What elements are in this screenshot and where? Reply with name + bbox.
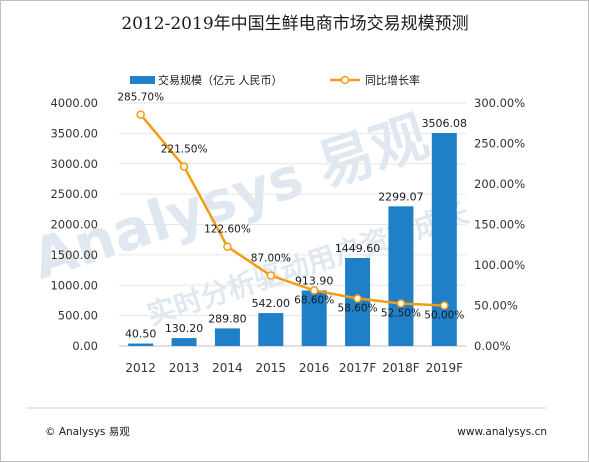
legend-line-marker xyxy=(340,75,350,85)
bar xyxy=(431,133,457,346)
x-category-label: 2015 xyxy=(256,361,287,375)
bar-value-label: 40.50 xyxy=(125,328,157,341)
bar-value-label: 289.80 xyxy=(208,312,247,325)
footer-left: © Analysys 易观 xyxy=(45,426,130,438)
bar-value-label: 2299.07 xyxy=(378,190,424,203)
legend: 交易规模（亿元 人民币） 同比增长率 xyxy=(130,73,420,87)
left-axis-tick-label: 2000.00 xyxy=(50,218,98,232)
x-axis-labels: 2012 2013 2014 2015 2016 2017F 2018F 2019F xyxy=(125,361,463,375)
rate-labels: 285.70%221.50%122.60%87.00%68.60%58.60% 5… xyxy=(117,92,464,322)
growth-point xyxy=(440,301,449,310)
x-category-label: 2018F xyxy=(382,361,420,375)
growth-line-path xyxy=(139,113,445,307)
rate-value-label: 50.00% xyxy=(424,310,464,322)
growth-line xyxy=(136,110,449,310)
bar-value-label: 542.00 xyxy=(252,297,291,310)
left-axis-ticks: 0.00 500.00 1000.00 1500.00 2000.00 2500.00 30… xyxy=(50,96,98,353)
rate-value-label: 68.60% xyxy=(294,294,334,306)
x-category-label: 2014 xyxy=(212,361,243,375)
right-axis-tick-label: 50.00% xyxy=(474,299,518,313)
bar xyxy=(171,338,197,346)
bar-value-label: 130.20 xyxy=(165,322,204,335)
footer-right: www.analysys.cn xyxy=(457,426,547,438)
bar-value-label: 3506.08 xyxy=(422,117,468,130)
left-axis-tick-label: 1500.00 xyxy=(50,248,98,262)
rate-value-label: 58.60% xyxy=(338,303,378,315)
bar-value-label: 1449.60 xyxy=(335,242,381,255)
rate-value-label: 221.50% xyxy=(161,144,208,156)
growth-point xyxy=(353,294,362,303)
growth-point xyxy=(223,242,232,251)
bar xyxy=(258,313,284,346)
left-axis-tick-label: 3000.00 xyxy=(50,157,98,171)
bar xyxy=(214,328,240,346)
rate-value-label: 52.50% xyxy=(381,307,421,319)
left-axis-tick-label: 0.00 xyxy=(72,339,98,353)
growth-point xyxy=(309,286,319,295)
right-axis-tick-label: 0.00% xyxy=(474,339,511,353)
legend-line-label: 同比增长率 xyxy=(365,73,420,87)
left-axis-tick-label: 500.00 xyxy=(58,309,98,323)
left-axis-tick-label: 2500.00 xyxy=(50,187,98,201)
rate-value-label: 285.70% xyxy=(117,92,164,104)
chart-title: 2012-2019年中国生鲜电商市场交易规模预测 xyxy=(121,14,468,34)
bar-value-label: 913.90 xyxy=(295,274,334,287)
right-axis-tick-label: 300.00% xyxy=(474,96,525,110)
growth-point xyxy=(396,299,406,308)
x-category-label: 2019F xyxy=(426,361,464,375)
right-axis-tick-label: 250.00% xyxy=(474,137,525,151)
legend-bar-label: 交易规模（亿元 人民币） xyxy=(158,73,283,87)
right-axis-tick-label: 200.00% xyxy=(474,177,525,191)
left-axis-tick-label: 1000.00 xyxy=(50,278,98,292)
growth-point xyxy=(136,110,145,119)
bar xyxy=(301,290,327,346)
right-axis-tick-label: 100.00% xyxy=(474,258,525,272)
rate-value-label: 87.00% xyxy=(251,253,291,265)
left-axis-tick-label: 4000.00 xyxy=(50,96,98,110)
x-category-label: 2013 xyxy=(169,361,200,375)
growth-point xyxy=(179,162,189,171)
bars xyxy=(128,133,457,346)
x-category-label: 2016 xyxy=(299,361,330,375)
right-axis-tick-label: 150.00% xyxy=(474,218,525,232)
x-category-label: 2017F xyxy=(339,361,377,375)
bar xyxy=(388,206,414,346)
left-axis-tick-label: 3500.00 xyxy=(50,126,98,140)
bar-labels: 40.50 130.20 289.80 542.00 913.90 1449.60 2299… xyxy=(125,117,467,341)
x-category-label: 2012 xyxy=(125,361,156,375)
legend-bar-swatch xyxy=(130,76,155,84)
right-axis-ticks: 0.00% 50.00% 100.00% 150.00% 200.00% 250.00% 3… xyxy=(474,96,525,353)
growth-point xyxy=(266,271,276,280)
rate-value-label: 122.60% xyxy=(204,224,251,236)
bar xyxy=(128,343,154,346)
